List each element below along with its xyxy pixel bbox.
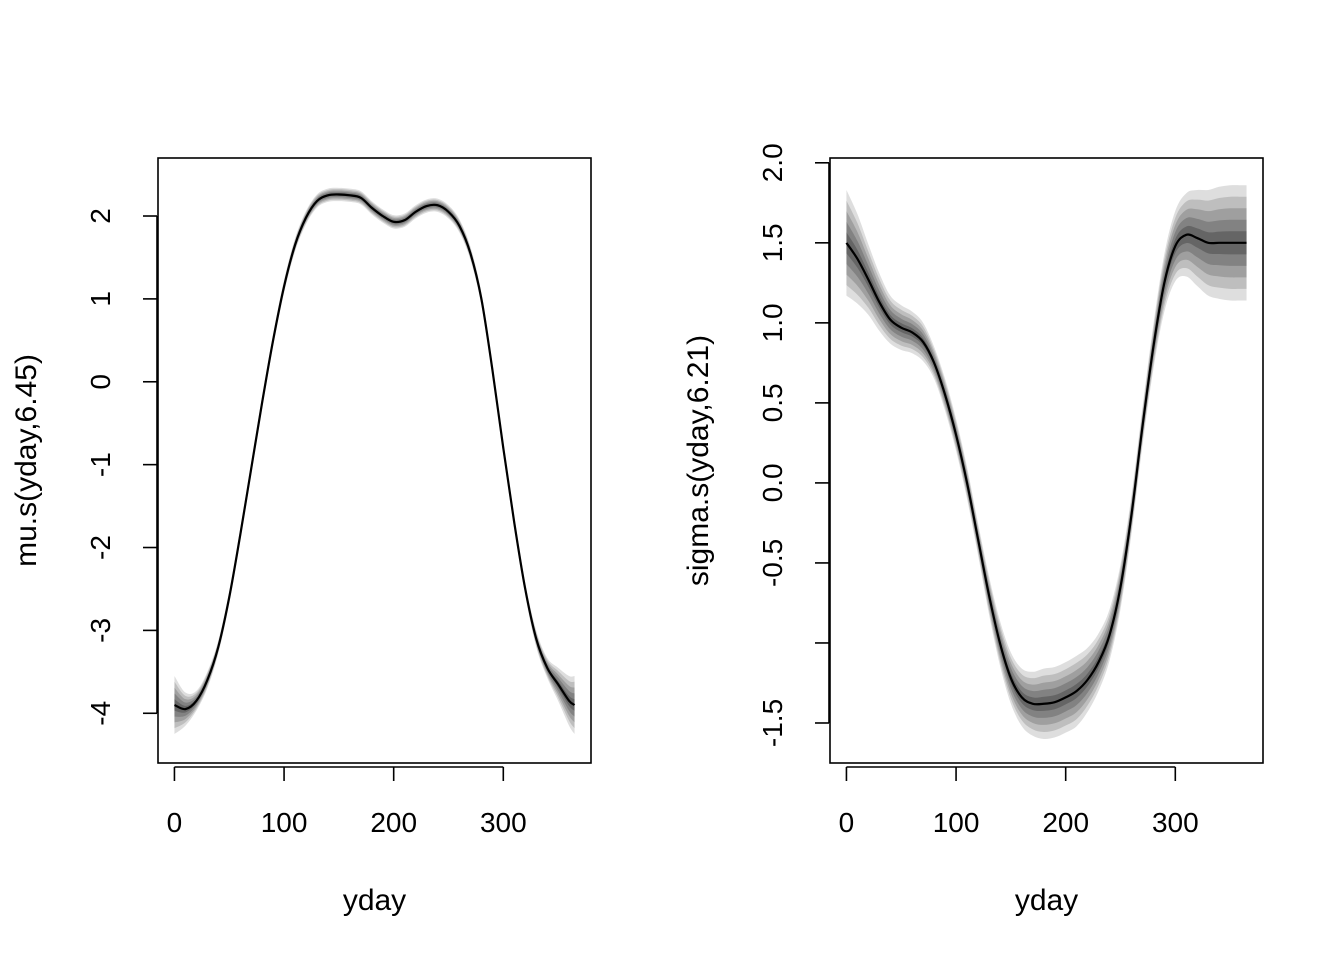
- y-tick-label: 0.5: [757, 383, 788, 422]
- confidence-band-3: [174, 190, 575, 723]
- y-axis-title: sigma.s(yday,6.21): [682, 335, 715, 586]
- y-tick-label: 1.5: [757, 223, 788, 262]
- y-tick-label: -0.5: [757, 539, 788, 587]
- plot-frame: [829, 157, 1264, 764]
- y-tick-label: 1: [85, 291, 116, 307]
- y-tick-label: -1.5: [757, 699, 788, 747]
- chart-panel-2: 0 100 200 300 -1.5 -0.5 0.0 0.5 1.0 1.5 2.0 yday sig…: [682, 143, 1264, 917]
- y-tick-label: 2.0: [757, 143, 788, 182]
- x-tick-label: 300: [480, 807, 527, 838]
- confidence-band-5: [846, 225, 1247, 712]
- x-tick-label: 0: [839, 807, 855, 838]
- y-tick-label: 0: [85, 374, 116, 390]
- x-tick-label: 200: [1042, 807, 1089, 838]
- x-axis-title: yday: [343, 884, 406, 917]
- x-tick-label: 100: [261, 807, 308, 838]
- y-tick-label: -3: [85, 618, 116, 643]
- confidence-band-2: [846, 196, 1247, 732]
- x-tick-label: 100: [933, 807, 980, 838]
- y-tick-label: -1: [85, 452, 116, 477]
- x-tick-label: 200: [370, 807, 417, 838]
- confidence-band-2: [174, 189, 575, 729]
- y-tick-label: 1.0: [757, 303, 788, 342]
- plot-frame: [157, 157, 592, 764]
- confidence-band-5: [174, 193, 575, 713]
- confidence-band-1: [174, 187, 575, 734]
- confidence-band-1: [846, 185, 1247, 740]
- y-tick-label: -2: [85, 535, 116, 560]
- y-tick-label: 0.0: [757, 463, 788, 502]
- y-axis-title: mu.s(yday,6.45): [10, 354, 43, 567]
- x-tick-label: 0: [167, 807, 183, 838]
- x-axis-title: yday: [1015, 884, 1078, 917]
- confidence-band-3: [846, 208, 1247, 725]
- x-tick-label: 300: [1152, 807, 1199, 838]
- y-tick-label: 2: [85, 208, 116, 224]
- chart-panel-1: 0 100 200 300 -4 -3 -2 -1 0 1 2 yday mu.s(yday,6.45): [10, 157, 592, 917]
- series-line: [845, 233, 1247, 706]
- series-line: [173, 193, 576, 711]
- confidence-band-4: [846, 217, 1247, 718]
- y-tick-label: -4: [85, 701, 116, 726]
- confidence-band-4: [174, 191, 575, 717]
